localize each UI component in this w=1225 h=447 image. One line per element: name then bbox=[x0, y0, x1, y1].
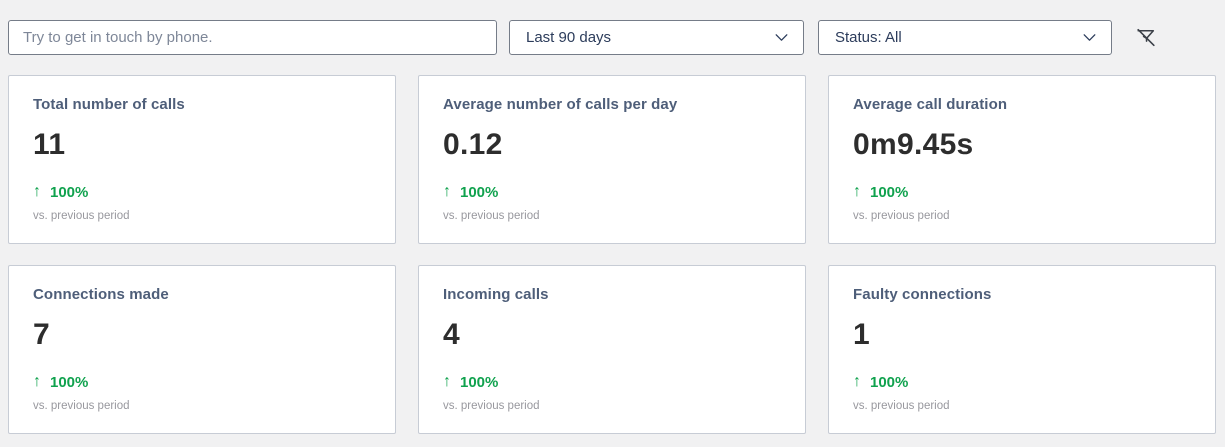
status-value: Status: All bbox=[835, 29, 902, 46]
trend-up-icon: ↑ bbox=[443, 183, 451, 200]
chevron-down-icon bbox=[773, 29, 790, 46]
stat-card-value: 11 bbox=[33, 128, 66, 161]
stat-card-faulty-connections: Faulty connections 1 ↑ 100% vs. previous… bbox=[828, 265, 1216, 434]
stat-card-change-percent: 100% bbox=[460, 183, 499, 201]
stat-card-change: ↑ 100% bbox=[33, 373, 371, 391]
stat-card-change: ↑ 100% bbox=[33, 183, 371, 201]
stat-card-title: Total number of calls bbox=[33, 96, 185, 113]
stat-card-title: Faulty connections bbox=[853, 286, 992, 303]
chevron-down-icon bbox=[1081, 29, 1098, 46]
stat-card-connections-made: Connections made 7 ↑ 100% vs. previous p… bbox=[8, 265, 396, 434]
stat-cards-grid: Total number of calls 11 ↑ 100% vs. prev… bbox=[8, 75, 1216, 434]
stat-card-comparison: vs. previous period bbox=[443, 400, 540, 412]
trend-up-icon: ↑ bbox=[853, 183, 861, 200]
stat-card-change: ↑ 100% bbox=[443, 373, 781, 391]
trend-up-icon: ↑ bbox=[33, 183, 41, 200]
stat-card-title: Incoming calls bbox=[443, 286, 549, 303]
stat-card-change-percent: 100% bbox=[870, 373, 909, 391]
stat-card-value: 7 bbox=[33, 318, 50, 351]
stat-card-value: 0m9.45s bbox=[853, 128, 974, 161]
trend-up-icon: ↑ bbox=[33, 373, 41, 390]
stat-card-comparison: vs. previous period bbox=[443, 210, 540, 222]
stat-card-title: Connections made bbox=[33, 286, 169, 303]
call-statistics-dashboard: Last 90 days Status: All Total number bbox=[0, 0, 1225, 434]
stat-card-value: 0.12 bbox=[443, 128, 503, 161]
status-select[interactable]: Status: All bbox=[818, 20, 1112, 55]
stat-card-change: ↑ 100% bbox=[443, 183, 781, 201]
date-range-select[interactable]: Last 90 days bbox=[509, 20, 804, 55]
clear-filters-button[interactable] bbox=[1129, 22, 1161, 54]
stat-card-value: 4 bbox=[443, 318, 460, 351]
search-input[interactable] bbox=[8, 20, 497, 55]
stat-card-change-percent: 100% bbox=[50, 373, 89, 391]
stat-card-total-calls: Total number of calls 11 ↑ 100% vs. prev… bbox=[8, 75, 396, 244]
trend-up-icon: ↑ bbox=[443, 373, 451, 390]
filters-toolbar: Last 90 days Status: All bbox=[0, 0, 1225, 55]
stat-card-comparison: vs. previous period bbox=[33, 400, 130, 412]
stat-card-avg-call-duration: Average call duration 0m9.45s ↑ 100% vs.… bbox=[828, 75, 1216, 244]
filter-clear-icon bbox=[1133, 25, 1158, 50]
stat-card-change: ↑ 100% bbox=[853, 373, 1191, 391]
stat-card-comparison: vs. previous period bbox=[33, 210, 130, 222]
stat-card-change: ↑ 100% bbox=[853, 183, 1191, 201]
trend-up-icon: ↑ bbox=[853, 373, 861, 390]
stat-card-value: 1 bbox=[853, 318, 870, 351]
stat-card-title: Average number of calls per day bbox=[443, 96, 678, 113]
stat-card-change-percent: 100% bbox=[460, 373, 499, 391]
stat-card-change-percent: 100% bbox=[50, 183, 89, 201]
stat-card-avg-calls-per-day: Average number of calls per day 0.12 ↑ 1… bbox=[418, 75, 806, 244]
stat-card-incoming-calls: Incoming calls 4 ↑ 100% vs. previous per… bbox=[418, 265, 806, 434]
stat-card-comparison: vs. previous period bbox=[853, 210, 950, 222]
stat-card-comparison: vs. previous period bbox=[853, 400, 950, 412]
stat-card-title: Average call duration bbox=[853, 96, 1008, 113]
date-range-value: Last 90 days bbox=[526, 29, 612, 46]
stat-card-change-percent: 100% bbox=[870, 183, 909, 201]
